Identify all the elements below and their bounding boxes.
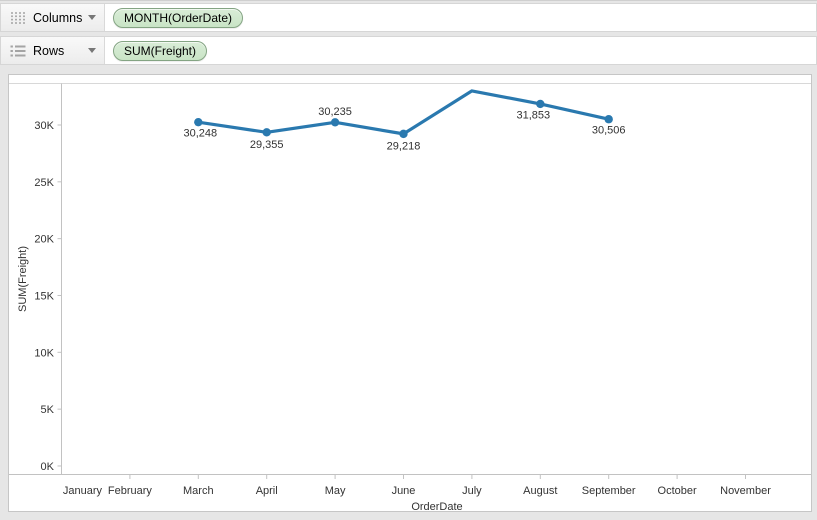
data-point-label: 29,218	[387, 140, 421, 152]
data-point[interactable]	[604, 115, 613, 124]
data-point-label: 29,355	[250, 139, 284, 151]
data-point-label: 30,506	[592, 125, 626, 137]
data-point[interactable]	[262, 128, 271, 137]
y-tick-label: 30K	[34, 120, 54, 132]
columns-pill-area: MONTH(OrderDate)	[105, 4, 244, 31]
data-point[interactable]	[330, 118, 340, 127]
x-tick-label: October	[658, 485, 697, 497]
columns-shelf: Columns MONTH(OrderDate)	[0, 3, 817, 32]
data-point[interactable]	[536, 99, 545, 109]
x-tick-label: January	[63, 485, 103, 497]
columns-icon	[11, 11, 25, 24]
y-axis-title: SUM(Freight)	[17, 246, 29, 312]
rows-shelf-header[interactable]: Rows	[1, 37, 105, 64]
x-tick-label: August	[523, 485, 557, 497]
x-tick-label: March	[183, 485, 214, 497]
x-tick-label: July	[462, 485, 482, 497]
x-tick-label: September	[582, 485, 636, 497]
pill-month-orderdate[interactable]: MONTH(OrderDate)	[113, 7, 244, 28]
rows-dropdown-arrow[interactable]	[88, 48, 96, 53]
chart-card: 0K 5K 10K 15K 20K 25K 30K January February March A…	[8, 74, 812, 512]
pill-sum-freight[interactable]: SUM(Freight)	[113, 40, 208, 61]
x-tick-label: November	[720, 485, 771, 497]
x-tick-label: April	[256, 485, 278, 497]
freight-line-chart[interactable]: 0K 5K 10K 15K 20K 25K 30K January February March A…	[9, 75, 811, 511]
y-tick-label: 20K	[34, 234, 54, 246]
rows-shelf-label: Rows	[33, 43, 65, 58]
y-tick-label: 15K	[34, 290, 54, 302]
columns-shelf-header[interactable]: Columns	[1, 4, 105, 31]
x-tick-label: June	[392, 485, 416, 497]
data-point[interactable]	[194, 117, 203, 127]
y-tick-label: 10K	[34, 347, 54, 359]
x-axis-title: OrderDate	[411, 501, 462, 511]
rows-pill-area: SUM(Freight)	[105, 37, 208, 64]
y-tick-label: 5K	[41, 404, 55, 416]
data-point[interactable]	[399, 129, 408, 139]
y-tick-label: 0K	[41, 461, 55, 473]
data-point-label: 30,235	[318, 106, 352, 118]
y-tick-label: 25K	[34, 177, 54, 189]
x-tick-label: February	[108, 485, 153, 497]
data-point-label: 31,853	[516, 109, 550, 121]
columns-dropdown-arrow[interactable]	[88, 15, 96, 20]
x-tick-label: May	[325, 485, 346, 497]
data-point-label: 30,248	[183, 128, 217, 140]
columns-shelf-label: Columns	[33, 10, 83, 25]
rows-icon	[10, 45, 26, 56]
rows-shelf: Rows SUM(Freight)	[0, 36, 817, 65]
